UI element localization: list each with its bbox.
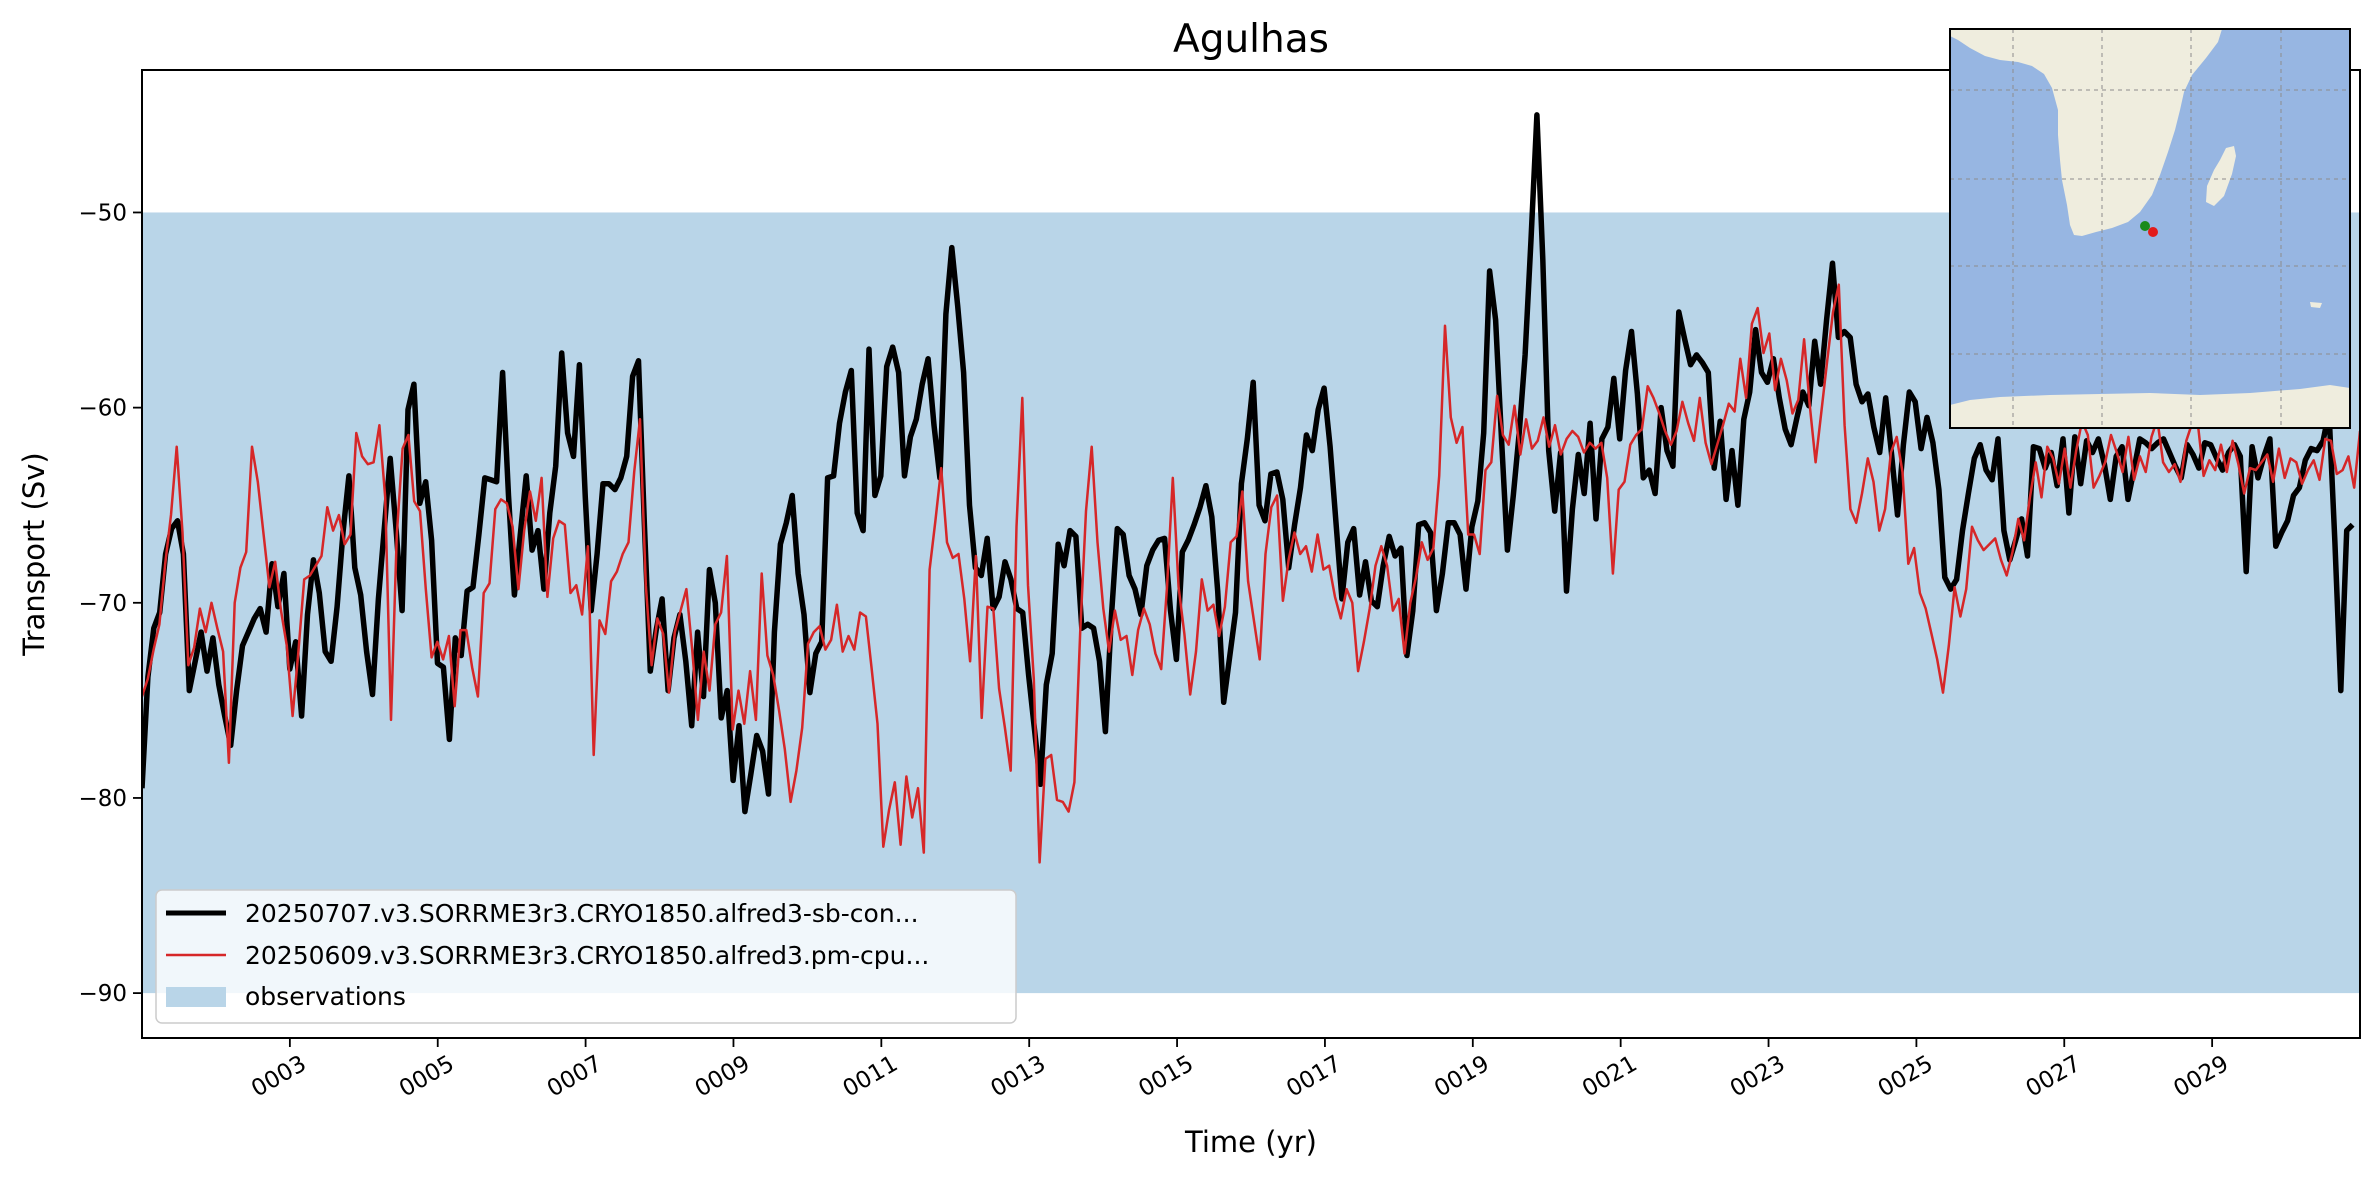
y-axis: −90 −80 −70 −60 −50	[78, 200, 142, 1007]
x-tick-label: 0023	[1726, 1051, 1790, 1103]
map-land-africa	[1950, 29, 2222, 236]
map-land-madagascar	[2206, 146, 2236, 206]
plot-frame	[141, 69, 2361, 1039]
map-land-island	[2310, 302, 2322, 308]
legend-swatch-observations	[166, 987, 226, 1007]
x-tick-label: 0003	[247, 1051, 311, 1103]
map-marker-red	[2148, 227, 2158, 237]
map-gridlines	[1950, 29, 2350, 428]
x-axis: 0003 0005 0007 0009 0011 0013 0015 0017 0019 0021…	[247, 1038, 2233, 1102]
chart-title: Agulhas	[1173, 17, 1329, 62]
legend-label-series-2: 20250609.v3.SORRME3r3.CRYO1850.alfred3.p…	[245, 941, 929, 970]
x-tick-label: 0029	[2169, 1051, 2233, 1103]
x-tick-label: 0011	[839, 1051, 903, 1103]
x-tick-label: 0027	[2022, 1051, 2086, 1103]
y-tick-label: −80	[78, 786, 127, 812]
y-axis-label: Transport (Sv)	[17, 452, 51, 657]
y-tick-label: −60	[78, 396, 127, 422]
map-frame	[1949, 28, 2351, 429]
series-line-1	[142, 112, 2355, 815]
x-axis-label: Time (yr)	[1184, 1125, 1317, 1159]
legend-label-observations: observations	[245, 982, 406, 1011]
legend-box	[155, 889, 1017, 1024]
x-tick-label: 0019	[1430, 1051, 1494, 1103]
x-tick-label: 0013	[986, 1051, 1050, 1103]
x-tick-label: 0009	[691, 1051, 755, 1103]
x-tick-label: 0007	[543, 1051, 607, 1103]
series-group	[142, 112, 2360, 864]
y-tick-label: −90	[78, 981, 127, 1007]
x-tick-label: 0015	[1134, 1051, 1198, 1103]
series-line-2	[142, 283, 2360, 864]
legend-label-series-1: 20250707.v3.SORRME3r3.CRYO1850.alfred3-s…	[245, 899, 919, 928]
legend: 20250707.v3.SORRME3r3.CRYO1850.alfred3-s…	[155, 889, 1017, 1024]
x-tick-label: 0025	[1874, 1051, 1938, 1103]
y-tick-label: −70	[78, 591, 127, 617]
inset-map	[1949, 28, 2351, 429]
map-marker-green	[2140, 221, 2150, 231]
x-tick-label: 0017	[1282, 1051, 1346, 1103]
map-land-antarctica	[1950, 385, 2350, 428]
y-tick-label: −50	[78, 200, 127, 226]
x-tick-label: 0021	[1578, 1051, 1642, 1103]
x-tick-label: 0005	[395, 1051, 459, 1103]
